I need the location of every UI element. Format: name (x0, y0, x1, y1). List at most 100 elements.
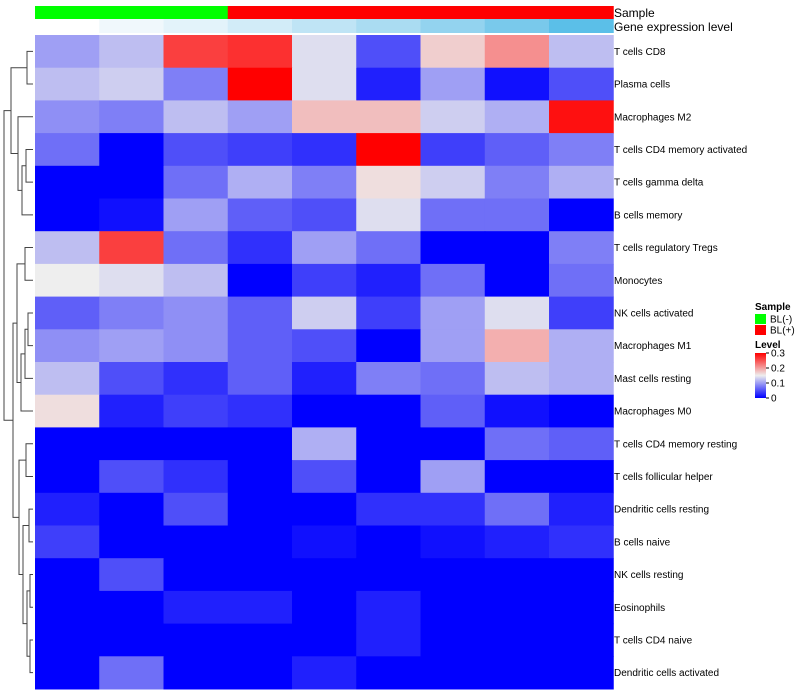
heatmap-cell (549, 656, 614, 690)
heatmap-cell (163, 492, 229, 526)
heatmap-cell (99, 35, 164, 69)
dendrogram-branch (25, 443, 33, 477)
sample-annotation-cell (292, 6, 357, 19)
heatmap-cell (420, 623, 486, 657)
legend-tick-label: 0.2 (771, 364, 785, 375)
heatmap-cell (549, 198, 614, 232)
row-label: NK cells resting (614, 570, 683, 581)
heatmap-cell (227, 231, 293, 265)
heatmap-cell (227, 198, 293, 232)
gene-expression-annotation-cell (99, 19, 164, 33)
heatmap-cell (35, 362, 100, 396)
heatmap-cell (549, 460, 614, 494)
row-label: Dendritic cells activated (614, 668, 719, 679)
heatmap-cell (484, 263, 550, 298)
heatmap-cell (356, 656, 421, 690)
heatmap-cell (420, 656, 486, 690)
sample-annotation-cell (356, 6, 421, 19)
heatmap-cell (99, 100, 164, 134)
heatmap-cell (163, 590, 229, 625)
heatmap-cell (356, 623, 421, 657)
heatmap-cell (35, 100, 100, 134)
heatmap-cell (35, 133, 100, 167)
heatmap-cell (227, 525, 293, 559)
heatmap-cell (227, 165, 293, 199)
heatmap-cell (484, 35, 550, 69)
row-label: Plasma cells (614, 80, 670, 91)
heatmap-cell (163, 362, 229, 396)
heatmap-cell (292, 231, 357, 265)
heatmap-cell (420, 133, 486, 167)
heatmap-cell (99, 623, 164, 657)
heatmap-cell (549, 165, 614, 199)
heatmap-cell (292, 525, 357, 559)
heatmap-cell (35, 198, 100, 232)
heatmap-cell (99, 133, 164, 167)
heatmap-cell (356, 165, 421, 199)
heatmap-cell (484, 329, 550, 363)
heatmap-cell (420, 590, 486, 625)
heatmap-cell (549, 492, 614, 526)
heatmap-cell (227, 296, 293, 330)
heatmap-cell (484, 623, 550, 657)
dendrogram-branch (28, 508, 33, 543)
dendrogram-branch (21, 165, 33, 216)
heatmap-cell (35, 35, 100, 69)
heatmap-cell (484, 296, 550, 330)
heatmap-cell (356, 492, 421, 526)
gene-expression-annotation-cell (420, 19, 486, 33)
gene-expression-annotation-cell (356, 19, 421, 33)
heatmap-cell (292, 590, 357, 625)
heatmap-cell (356, 296, 421, 330)
heatmap-cell (292, 362, 357, 396)
heatmap-cell (356, 525, 421, 559)
heatmap-cell (99, 296, 164, 330)
heatmap-cell (35, 165, 100, 199)
row-label: T cells regulatory Tregs (614, 243, 718, 254)
heatmap-cell (420, 427, 486, 461)
heatmap-cell (292, 100, 357, 134)
heatmap-cell (292, 623, 357, 657)
dendrogram-branch (3, 110, 13, 421)
heatmap-cell (163, 427, 229, 461)
heatmap-cell (356, 133, 421, 167)
dendrogram-branch (27, 312, 33, 347)
heatmap-cell (549, 133, 614, 167)
row-label: T cells CD4 memory activated (614, 145, 747, 156)
heatmap-cell (35, 329, 100, 363)
heatmap-cell (163, 460, 229, 494)
heatmap-cell (356, 329, 421, 363)
heatmap-cell (420, 35, 486, 69)
heatmap-cell (356, 67, 421, 101)
sample-annotation-cell (35, 6, 100, 19)
heatmap-cell (99, 231, 164, 265)
row-label: NK cells activated (614, 308, 693, 319)
heatmap-cell (420, 263, 486, 298)
heatmap-cell (227, 460, 293, 494)
legend-swatch (755, 325, 766, 335)
dendrogram-branch (12, 322, 19, 518)
heatmap-cell (420, 394, 486, 428)
row-label: Monocytes (614, 276, 662, 287)
heatmap-cell (163, 558, 229, 592)
heatmap-cell (549, 296, 614, 330)
heatmap-cell (163, 623, 229, 657)
heatmap-cell (356, 198, 421, 232)
heatmap-cell (484, 460, 550, 494)
heatmap-cell (356, 558, 421, 592)
heatmap-cell (35, 231, 100, 265)
heatmap-cell (420, 558, 486, 592)
heatmap-cell (292, 67, 357, 101)
heatmap-cell (549, 394, 614, 428)
heatmap-cell (163, 263, 229, 298)
heatmap-cell (35, 263, 100, 298)
heatmap-cell (99, 492, 164, 526)
heatmap-cell (292, 198, 357, 232)
heatmap-cell (163, 329, 229, 363)
legend-tick-label: 0.3 (771, 349, 785, 360)
row-label: Eosinophils (614, 603, 665, 614)
heatmap-cell (356, 263, 421, 298)
heatmap-cell (484, 133, 550, 167)
heatmap-cell (549, 362, 614, 396)
heatmap-cell (99, 263, 164, 298)
